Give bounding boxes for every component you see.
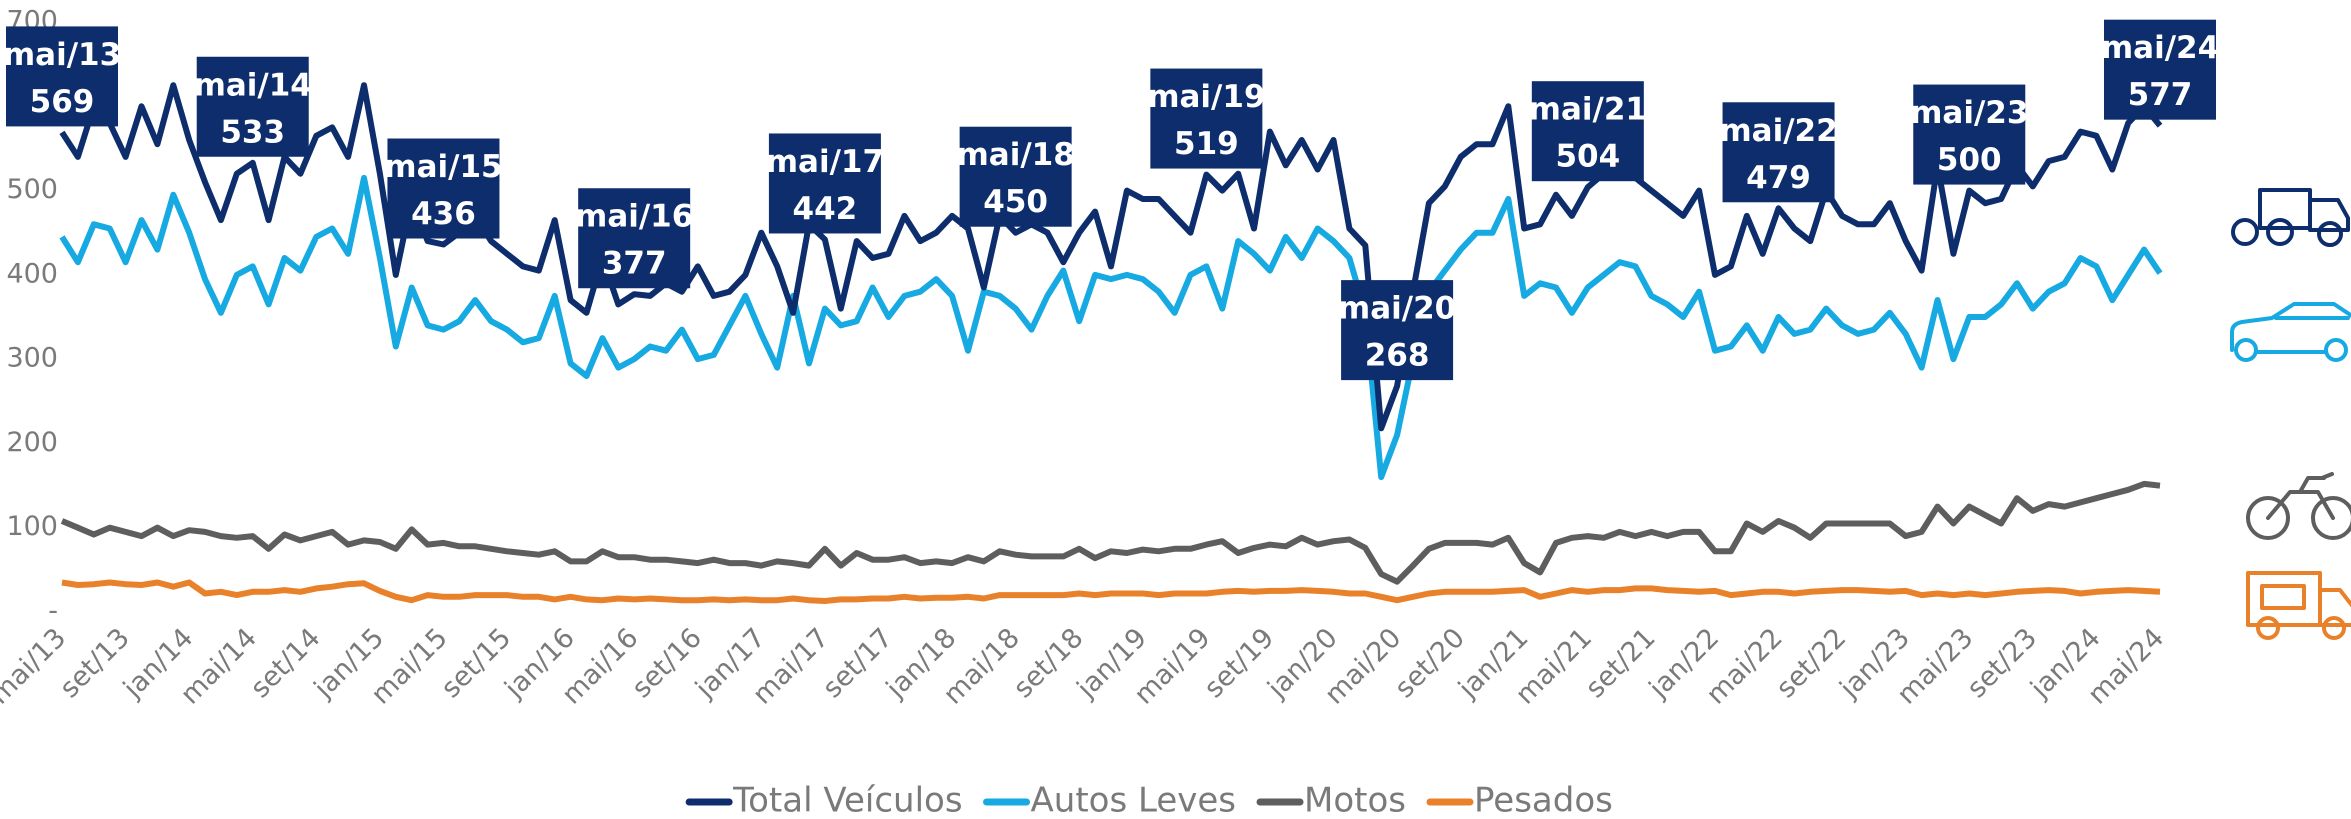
legend-label: Autos Leves xyxy=(1031,781,1236,819)
callout-category: mai/22 xyxy=(1719,113,1837,149)
data-label: 442 xyxy=(793,191,858,227)
x-tick-label: mai/13 xyxy=(0,622,72,710)
callout-box xyxy=(768,133,881,234)
callout-category: mai/17 xyxy=(766,144,884,180)
series-line xyxy=(60,480,2161,585)
callout: mai/13 569 xyxy=(3,26,121,127)
series-line xyxy=(59,174,2163,481)
callout: mai/24 577 xyxy=(2101,19,2219,120)
callout-box xyxy=(1531,81,1644,182)
callout: mai/17 442 xyxy=(766,133,884,234)
callout-box xyxy=(196,56,309,157)
data-label: 377 xyxy=(602,246,667,282)
x-tick-label: set/16 xyxy=(626,622,708,704)
van-icon xyxy=(2246,571,2351,640)
callout-box xyxy=(578,188,691,289)
y-tick-label: 200 xyxy=(6,427,58,458)
data-label: 500 xyxy=(1937,142,2002,178)
callout-category: mai/20 xyxy=(1338,291,1456,327)
legend-label: Total Veículos xyxy=(732,781,962,819)
callout: mai/15 436 xyxy=(384,138,503,239)
data-label: 479 xyxy=(1746,160,1811,196)
legend: Total Veículos Autos Leves Motos Pesados xyxy=(685,781,1613,819)
callout-box xyxy=(1722,102,1835,203)
callout-box xyxy=(1341,280,1454,381)
callout: mai/21 504 xyxy=(1529,81,1647,182)
x-tick-label: set/18 xyxy=(1008,622,1090,704)
callout: mai/23 500 xyxy=(1910,84,2028,185)
x-tick-label: set/21 xyxy=(1580,622,1662,704)
data-label: 450 xyxy=(983,184,1048,220)
callout-category: mai/15 xyxy=(384,149,502,185)
x-tick-label: set/13 xyxy=(54,622,136,704)
car-icon xyxy=(2230,302,2351,362)
data-label: 533 xyxy=(220,114,285,150)
callout-category: mai/19 xyxy=(1147,79,1265,115)
x-tick-label: set/14 xyxy=(245,622,327,704)
data-label: 519 xyxy=(1174,126,1239,162)
callout: mai/16 377 xyxy=(575,188,693,289)
callout: mai/22 479 xyxy=(1719,102,1838,203)
callout-box xyxy=(1913,84,2026,185)
callout: mai/14 533 xyxy=(194,56,312,157)
data-label: 268 xyxy=(1365,338,1430,374)
x-tick-label: set/22 xyxy=(1771,622,1853,704)
y-tick-label: 400 xyxy=(6,258,58,289)
x-tick-label: set/23 xyxy=(1961,622,2043,704)
callout-category: mai/23 xyxy=(1910,95,2028,131)
moto-icon xyxy=(2246,472,2351,540)
x-tick-label: set/19 xyxy=(1198,622,1280,704)
legend-label: Motos xyxy=(1304,781,1406,819)
callout: mai/19 519 xyxy=(1147,68,1266,169)
data-label: 436 xyxy=(411,196,476,232)
data-label: 504 xyxy=(1555,139,1620,175)
callout-box xyxy=(6,26,118,127)
legend-label: Pesados xyxy=(1474,781,1613,819)
y-tick-label: 300 xyxy=(6,343,58,374)
x-tick-label: set/17 xyxy=(817,622,899,704)
series-line xyxy=(61,579,2161,604)
callout-category: mai/14 xyxy=(194,67,312,103)
callout-category: mai/24 xyxy=(2101,30,2219,66)
y-tick-label: 500 xyxy=(6,174,58,205)
data-label: 569 xyxy=(30,84,95,120)
icons xyxy=(2230,188,2351,640)
x-tick-label: set/20 xyxy=(1389,622,1471,704)
data-label: 577 xyxy=(2128,77,2193,113)
truck-icon xyxy=(2231,188,2350,247)
x-tick-label: set/15 xyxy=(435,622,517,704)
callout-category: mai/18 xyxy=(956,137,1074,173)
y-tick-label: - xyxy=(48,596,58,627)
callout: mai/20 268 xyxy=(1338,280,1456,381)
y-tick-label: 100 xyxy=(6,511,58,542)
callout-category: mai/13 xyxy=(3,37,121,73)
callout-box xyxy=(959,126,1072,227)
callout-box xyxy=(387,138,500,239)
callout-category: mai/16 xyxy=(575,199,693,235)
callout-box xyxy=(2104,19,2216,120)
callout: mai/18 450 xyxy=(956,126,1075,227)
callout-box xyxy=(1150,68,1263,169)
callout-category: mai/21 xyxy=(1529,92,1647,128)
